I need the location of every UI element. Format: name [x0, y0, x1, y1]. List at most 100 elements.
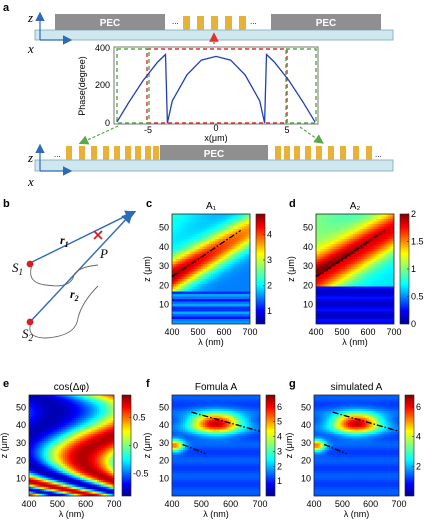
heatmap-cell — [60, 463, 64, 467]
heatmap-cell — [191, 249, 195, 253]
heatmap-cell — [33, 461, 36, 465]
heatmap-cell — [240, 229, 243, 233]
heatmap-cell — [63, 463, 66, 467]
heatmap-cell — [362, 216, 366, 220]
heatmap-cell — [209, 321, 212, 324]
heatmap-cell — [341, 244, 344, 248]
heatmap-cell — [321, 234, 325, 238]
heatmap-cell — [224, 281, 228, 285]
heatmap-cell — [197, 236, 200, 240]
heatmap-cell — [360, 239, 364, 243]
heatmap-cell — [191, 236, 195, 240]
heatmap-cell — [246, 321, 249, 324]
heatmap-cell — [230, 219, 234, 223]
heatmap-cell — [226, 289, 230, 293]
heatmap-cell — [54, 466, 58, 470]
heatmap-cell — [175, 309, 179, 313]
heatmap-cell — [46, 438, 49, 442]
heatmap-cell — [175, 319, 179, 323]
heatmap-cell — [52, 454, 56, 458]
heatmap-cell — [181, 244, 185, 248]
heatmap-cell — [71, 408, 75, 412]
heatmap-cell — [205, 226, 208, 230]
heatmap-cell — [226, 251, 230, 255]
heatmap-cell — [179, 264, 183, 268]
heatmap-cell — [71, 436, 75, 440]
phase-plot-frame — [113, 46, 319, 125]
heatmap-cell — [236, 286, 239, 290]
heatmap-cell — [216, 291, 220, 295]
heatmap-cell — [175, 264, 179, 268]
heatmap-cell — [71, 489, 75, 493]
heatmap-cell — [382, 216, 385, 220]
heatmap-cell — [240, 239, 243, 243]
heatmap-cell — [316, 319, 319, 323]
heatmap-cell — [236, 259, 239, 263]
heatmap-cell — [228, 216, 232, 220]
heatmap-cell — [343, 296, 346, 300]
heatmap-cell — [88, 422, 92, 426]
heatmap-cell — [173, 321, 177, 324]
heatmap-cell — [226, 281, 230, 285]
heatmap-cell — [88, 429, 92, 433]
heatmap-cell — [316, 304, 319, 308]
heatmap-cell — [347, 266, 350, 270]
heatmap-cell — [316, 261, 319, 265]
heatmap-cell — [203, 316, 206, 320]
heatmap-cell — [226, 231, 230, 235]
heatmap-cell — [355, 264, 358, 268]
heatmap-cell — [349, 216, 352, 220]
heatmap-cell — [172, 269, 175, 273]
heatmap-cell — [60, 470, 64, 474]
heatmap-cell — [349, 286, 352, 290]
heatmap-cell — [337, 236, 340, 240]
heatmap-cell — [238, 319, 241, 323]
heatmap-cell — [325, 269, 329, 273]
heatmap-xtick: 600 — [360, 327, 375, 337]
heatmap-cell — [319, 281, 323, 285]
heatmap-cell — [92, 431, 96, 435]
heatmap-cell — [321, 239, 325, 243]
heatmap-cell — [84, 463, 87, 467]
heatmap-cell — [191, 304, 195, 308]
heatmap-cell — [203, 306, 206, 310]
heatmap-cell — [29, 459, 32, 463]
heatmap-cell — [242, 309, 245, 313]
heatmap-cell — [378, 244, 381, 248]
heatmap-cell — [242, 299, 245, 303]
heatmap-cell — [77, 452, 81, 456]
heatmap-cell — [360, 291, 364, 295]
heatmap-cell — [191, 241, 195, 245]
heatmap-cell — [69, 404, 73, 408]
heatmap-cell — [392, 256, 394, 260]
heatmap-cell — [179, 284, 183, 288]
heatmap-cell — [386, 304, 389, 308]
heatmap-cell — [203, 231, 206, 235]
heatmap-cell — [73, 475, 77, 479]
heatmap-cell — [248, 319, 250, 323]
heatmap-cell — [189, 216, 193, 220]
heatmap-cell — [185, 256, 189, 260]
heatmap-cell — [181, 234, 185, 238]
heatmap-cell — [353, 244, 356, 248]
heatmap-cell — [43, 489, 47, 493]
heatmap-cell — [195, 249, 198, 253]
heatmap-cell — [86, 420, 90, 424]
heatmap-cell — [327, 259, 331, 263]
heatmap-cell — [179, 241, 183, 245]
heatmap-cell — [80, 466, 83, 470]
heatmap-cell — [201, 231, 204, 235]
heatmap-cell — [355, 259, 358, 263]
heatmap-cell — [58, 479, 62, 483]
heatmap-cell — [54, 420, 58, 424]
heatmap-cell — [319, 291, 323, 295]
heatmap-cell — [236, 299, 239, 303]
heatmap-cell — [84, 445, 87, 449]
heatmap-cell — [356, 224, 360, 228]
heatmap-cell — [355, 291, 358, 295]
heatmap-cell — [77, 489, 81, 493]
heatmap-cell — [364, 301, 368, 305]
heatmap-cell — [242, 239, 245, 243]
heatmap-cell — [73, 408, 77, 412]
heatmap-cell — [331, 289, 335, 293]
